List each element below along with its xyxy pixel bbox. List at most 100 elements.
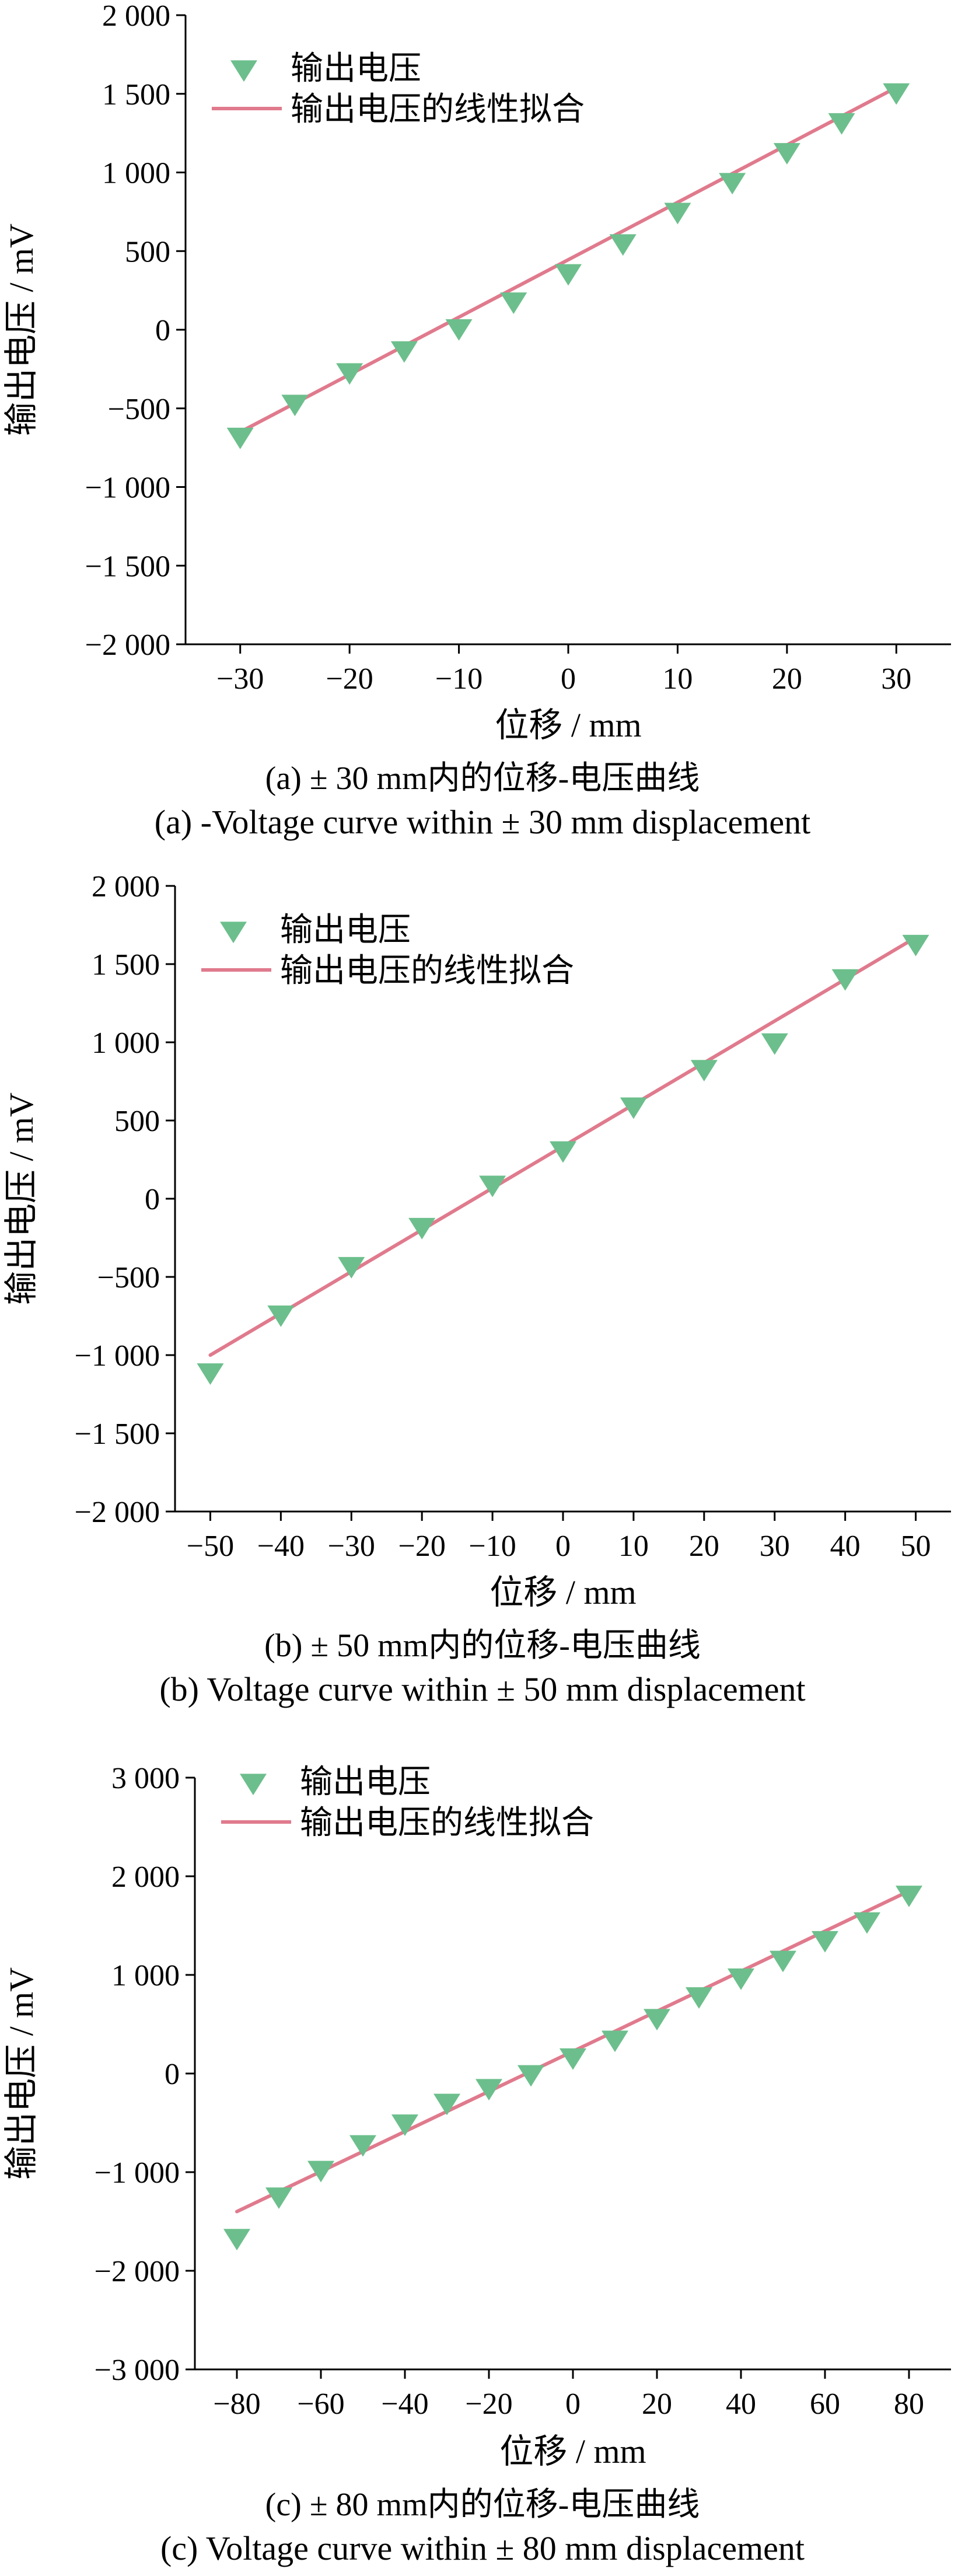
y-tick-label: −2 000 <box>75 1496 160 1529</box>
legend-label: 输出电压的线性拟合 <box>300 1805 594 1841</box>
legend-marker <box>240 1774 267 1796</box>
x-tick-label: 30 <box>760 1530 790 1563</box>
data-point <box>390 341 418 363</box>
y-tick-label: 2 000 <box>102 0 170 33</box>
data-point <box>391 2114 418 2136</box>
data-point <box>307 2160 334 2183</box>
x-tick-label: 30 <box>881 662 911 696</box>
y-axis-title: 输出电压 / mV <box>2 1967 40 2180</box>
caption-en: (c) Voltage curve within ± 80 mm displac… <box>160 2529 805 2567</box>
legend-label: 输出电压 <box>280 912 411 948</box>
y-tick-label: 2 000 <box>111 1861 180 1894</box>
y-tick-label: −2 000 <box>95 2255 180 2288</box>
x-tick-label: −10 <box>435 662 482 696</box>
data-point <box>226 427 254 449</box>
y-tick-label: 0 <box>155 314 170 347</box>
y-tick-label: −1 500 <box>85 550 170 583</box>
data-point <box>690 1060 718 1082</box>
data-point <box>479 1175 506 1198</box>
x-tick-label: 0 <box>561 662 576 696</box>
data-point <box>854 1912 880 1934</box>
x-tick-label: −10 <box>468 1530 516 1563</box>
data-point <box>609 234 637 256</box>
legend-label: 输出电压 <box>300 1764 431 1800</box>
x-tick-label: −30 <box>216 662 264 696</box>
x-tick-label: 0 <box>565 2387 581 2421</box>
x-axis-title: 位移 / mm <box>499 2432 646 2470</box>
data-point <box>686 1987 712 2009</box>
data-point <box>281 395 309 417</box>
caption-en: (b) Voltage curve within ± 50 mm displac… <box>159 1670 805 1708</box>
data-point <box>550 1141 576 1163</box>
x-tick-label: 80 <box>894 2387 924 2421</box>
y-tick-label: 1 000 <box>111 1959 180 1992</box>
data-point <box>223 2229 250 2250</box>
fit-line <box>238 85 898 434</box>
data-point <box>197 1363 224 1385</box>
x-tick-label: −50 <box>187 1530 234 1563</box>
x-tick-label: −80 <box>213 2387 260 2421</box>
x-tick-label: 40 <box>830 1530 861 1563</box>
data-point <box>812 1931 838 1953</box>
data-point <box>349 2135 376 2157</box>
legend-marker <box>220 922 247 944</box>
data-point <box>719 173 746 195</box>
x-tick-label: −20 <box>465 2387 512 2421</box>
y-tick-label: 0 <box>165 2058 180 2091</box>
legend-marker <box>230 60 257 82</box>
data-point <box>770 1950 796 1973</box>
x-tick-label: −20 <box>398 1530 446 1563</box>
x-tick-label: 20 <box>642 2387 672 2421</box>
chart-panel-3: −3 000 −2 000 −1 000 0 1 000 2 000 3 000 −80 −60… <box>2 1762 951 2567</box>
x-tick-label: 60 <box>810 2387 840 2421</box>
data-point <box>831 969 859 991</box>
data-point <box>620 1097 647 1119</box>
x-tick-label: 10 <box>662 662 693 696</box>
x-tick-label: −30 <box>328 1530 375 1563</box>
x-tick-label: −20 <box>326 662 373 696</box>
data-point <box>664 203 691 225</box>
y-tick-label: 3 000 <box>111 1762 180 1795</box>
data-point <box>555 264 582 286</box>
x-tick-label: −40 <box>381 2387 428 2421</box>
data-point <box>728 1968 754 1990</box>
data-point <box>500 292 527 314</box>
x-tick-label: −60 <box>297 2387 344 2421</box>
x-tick-label: 20 <box>772 662 802 696</box>
y-axis-title: 输出电压 / mV <box>2 224 40 436</box>
data-point <box>644 2009 670 2031</box>
x-tick-label: −40 <box>257 1530 305 1563</box>
caption-zh: (c) ± 80 mm内的位移-电压曲线 <box>265 2487 700 2523</box>
data-point <box>560 2048 586 2070</box>
y-tick-label: −500 <box>108 393 170 426</box>
data-point <box>336 363 363 385</box>
y-tick-label: 1 500 <box>102 78 170 111</box>
legend-label: 输出电压的线性拟合 <box>280 953 574 989</box>
data-point <box>338 1256 365 1279</box>
data-point <box>518 2065 544 2087</box>
legend-label: 输出电压的线性拟合 <box>291 92 585 128</box>
y-axis-title: 输出电压 / mV <box>2 1092 40 1305</box>
y-tick-label: 1 000 <box>102 157 170 190</box>
data-point <box>267 1305 295 1327</box>
y-tick-label: −3 000 <box>95 2354 180 2387</box>
x-tick-label: 0 <box>555 1530 571 1563</box>
data-point <box>773 143 800 165</box>
y-tick-label: −1 000 <box>95 2156 180 2190</box>
data-point <box>408 1217 436 1240</box>
y-tick-label: 2 000 <box>92 870 160 903</box>
y-tick-label: 1 000 <box>92 1027 160 1060</box>
data-point <box>761 1033 788 1055</box>
data-point <box>445 319 473 341</box>
caption-zh: (b) ± 50 mm内的位移-电压曲线 <box>264 1628 701 1664</box>
y-tick-label: −2 000 <box>85 629 170 662</box>
x-tick-label: 50 <box>901 1530 931 1563</box>
data-point <box>883 83 910 105</box>
caption-zh: (a) ± 30 mm内的位移-电压曲线 <box>265 760 700 797</box>
y-tick-label: 1 500 <box>92 948 160 982</box>
x-axis-title: 位移 / mm <box>490 1573 636 1611</box>
y-tick-label: −500 <box>97 1261 160 1294</box>
data-point <box>602 2030 628 2053</box>
chart-panel-1: −2 000 −1 500 −1 000 −500 0 500 1 000 1 500 2 00… <box>2 0 951 841</box>
